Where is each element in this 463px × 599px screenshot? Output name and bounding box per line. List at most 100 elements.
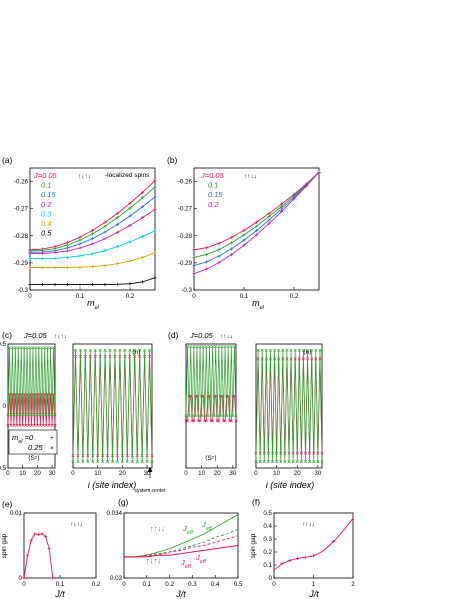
data-point — [217, 254, 221, 258]
data-point — [153, 276, 157, 280]
data-point — [18, 423, 22, 427]
x-tick-label: 0 — [192, 293, 196, 300]
data-point — [140, 205, 145, 209]
data-point — [283, 460, 287, 464]
sz-label: ⟨Sᶻ⟩ — [28, 454, 40, 462]
data-point — [204, 344, 208, 348]
x-axis-label: i (site index) — [266, 480, 315, 490]
y-axis-label: spin gap — [250, 533, 257, 558]
data-point — [204, 252, 209, 257]
data-point — [115, 460, 119, 464]
data-point — [273, 348, 277, 352]
data-point — [91, 460, 95, 464]
data-point — [133, 348, 137, 352]
center-arrow-head — [147, 467, 153, 472]
data-point — [189, 344, 193, 348]
x-tick-label: 0 — [6, 470, 10, 477]
y-tick-label: 0 — [269, 575, 273, 582]
data-point — [115, 262, 120, 266]
data-point — [28, 265, 32, 270]
data-point — [29, 538, 33, 542]
curve-label-part: J — [182, 524, 187, 533]
data-point — [50, 413, 54, 417]
data-point — [27, 423, 31, 427]
data-point — [103, 237, 107, 241]
data-point — [153, 229, 157, 233]
data-point — [88, 348, 92, 352]
series-line — [255, 350, 323, 462]
data-point — [277, 348, 281, 352]
x-tick-label: 0.1 — [76, 293, 85, 300]
data-point — [206, 414, 210, 418]
data-point — [32, 423, 36, 427]
data-point — [214, 344, 218, 348]
y-tick-label: -0.28 — [14, 233, 29, 240]
x-axis-label: i (site index) — [88, 480, 137, 490]
data-point — [217, 261, 221, 265]
spin-annotation: ↑↑↓↓ — [302, 521, 315, 528]
data-point — [140, 190, 145, 194]
curve-label: Jeff — [195, 553, 206, 565]
data-point — [304, 555, 308, 559]
legend-entry: 0.2 — [41, 200, 52, 209]
data-point — [217, 241, 221, 245]
legend-entry: 0.5 — [41, 229, 52, 238]
data-point — [65, 243, 70, 247]
n-label: ⟨n⟩ — [132, 348, 141, 356]
legend-entry: 0.1 — [41, 181, 51, 190]
data-point — [34, 346, 38, 350]
n-label: ⟨n⟩ — [303, 348, 312, 356]
data-point — [13, 346, 17, 350]
data-point — [115, 230, 120, 235]
legend-mark: + — [50, 435, 54, 442]
data-point — [29, 423, 34, 427]
data-point — [285, 348, 289, 352]
data-point — [19, 346, 23, 350]
data-point — [268, 348, 272, 352]
spin-annotation: ↑↓↑↓ — [54, 333, 67, 340]
x-tick-label: 0 — [22, 581, 26, 588]
data-point — [242, 238, 246, 242]
data-point — [198, 419, 202, 423]
data-point — [50, 423, 54, 427]
data-point — [12, 423, 16, 427]
data-point — [143, 348, 147, 352]
data-point — [15, 413, 19, 417]
data-point — [53, 265, 57, 270]
x-axis-label-part: m — [252, 298, 260, 308]
data-point — [120, 460, 124, 464]
data-point — [113, 348, 117, 352]
x-tick-label: 20 — [34, 470, 41, 477]
data-point — [9, 423, 13, 427]
data-point — [242, 233, 246, 237]
x-axis-label-part: el — [260, 305, 265, 311]
data-point — [153, 179, 157, 183]
data-point — [103, 220, 107, 224]
data-point — [242, 243, 246, 247]
data-point — [110, 460, 115, 464]
data-point — [83, 348, 87, 352]
data-point — [280, 562, 284, 566]
data-point — [196, 414, 201, 418]
plot-frame — [23, 512, 97, 579]
data-point — [47, 423, 51, 427]
curve-label: ↑↑↓↓ — [150, 524, 165, 533]
data-point — [90, 242, 95, 246]
y-tick-label: 0 — [3, 403, 7, 410]
data-point — [40, 265, 45, 270]
data-point — [65, 265, 70, 270]
data-point — [209, 414, 213, 418]
data-point — [78, 242, 82, 246]
data-point — [38, 423, 42, 427]
data-point — [308, 460, 312, 464]
data-point — [21, 413, 25, 417]
series-line — [124, 535, 239, 558]
data-point — [140, 234, 145, 239]
data-point — [190, 414, 194, 418]
data-point — [28, 346, 32, 350]
data-point — [78, 246, 82, 250]
data-point — [223, 344, 227, 348]
data-point — [314, 348, 318, 352]
panel-label: (e) — [2, 499, 13, 509]
